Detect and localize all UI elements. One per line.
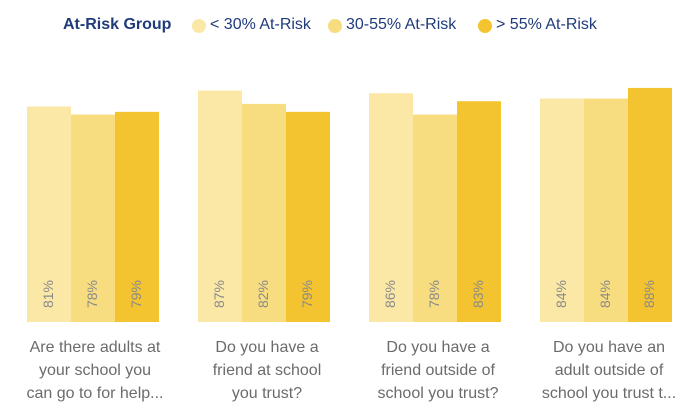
bar <box>584 98 628 322</box>
data-label: 87% <box>211 280 227 308</box>
data-label: 83% <box>470 280 486 308</box>
legend-swatch-low <box>192 19 206 33</box>
category-label-line: friend outside of <box>381 362 495 379</box>
category-label: Are there adults at your school you can … <box>10 336 180 405</box>
data-label: 78% <box>84 280 100 308</box>
category-label-line: can go to for help... <box>26 385 164 402</box>
bar <box>27 106 71 322</box>
category-label-line: Do you have a <box>215 339 319 356</box>
chart-legend: At-Risk Group < 30% At-Risk 30-55% At-Ri… <box>0 12 697 40</box>
legend-label-low: < 30% At-Risk <box>210 16 311 33</box>
category-label-line: adult outside of <box>554 362 664 379</box>
data-label: 81% <box>40 280 56 308</box>
category-label-line: school you trust t... <box>541 385 677 402</box>
category-label-line: Do you have a <box>386 339 490 356</box>
data-label: 84% <box>597 280 613 308</box>
bar <box>540 98 584 322</box>
category-label: Do you have a friend outside of school y… <box>353 336 523 405</box>
data-label: 88% <box>641 280 657 308</box>
category-label-line: friend at school <box>212 362 322 379</box>
category-label-line: your school you <box>38 362 152 379</box>
data-label: 79% <box>128 280 144 308</box>
bar <box>71 114 115 323</box>
data-label: 86% <box>382 280 398 308</box>
category-label-line: Do you have an <box>552 339 666 356</box>
category-label-line: you trust? <box>231 385 303 402</box>
bar <box>628 87 672 322</box>
data-label: 82% <box>255 280 271 308</box>
bar <box>413 114 457 323</box>
category-label-line: school you trust? <box>377 385 499 402</box>
bar <box>286 111 330 322</box>
data-label: 84% <box>553 280 569 308</box>
bar <box>457 101 501 322</box>
bar <box>198 90 242 322</box>
category-label: Do you have an adult outside of school y… <box>524 336 694 405</box>
legend-label-high: > 55% At-Risk <box>496 16 597 33</box>
bar <box>242 103 286 322</box>
legend-label-mid: 30-55% At-Risk <box>346 16 457 33</box>
bar <box>115 111 159 322</box>
category-label: Do you have a friend at school you trust… <box>182 336 352 405</box>
data-label: 79% <box>299 280 315 308</box>
legend-swatch-high <box>478 19 492 33</box>
data-label: 78% <box>426 280 442 308</box>
legend-title: At-Risk Group <box>63 16 172 33</box>
legend-swatch-mid <box>328 19 342 33</box>
category-label-line: Are there adults at <box>29 339 161 356</box>
bar <box>369 93 413 323</box>
